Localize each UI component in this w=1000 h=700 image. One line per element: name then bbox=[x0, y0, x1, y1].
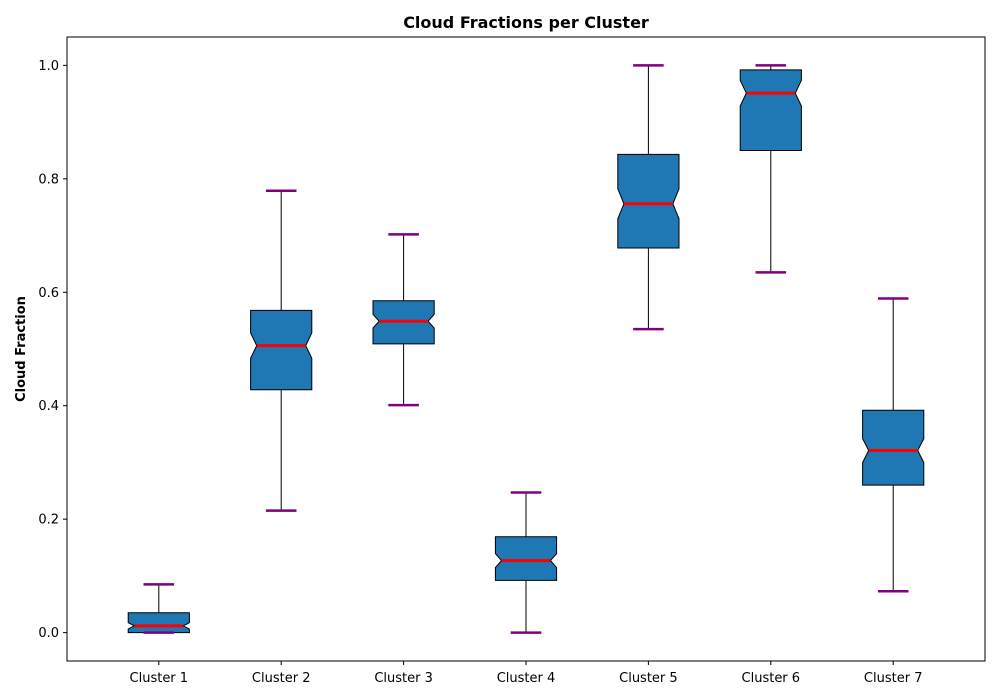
x-tick-label: Cluster 3 bbox=[374, 671, 433, 686]
x-tick-label: Cluster 7 bbox=[864, 671, 923, 686]
box-3: Cluster 3 bbox=[372, 233, 435, 686]
box-2: Cluster 2 bbox=[250, 189, 313, 686]
x-tick-label: Cluster 1 bbox=[130, 671, 189, 686]
notched-box bbox=[127, 612, 190, 634]
plot-area: 0.0 0.2 0.4 0.6 0.8 1.0 Cluster 1 Cluster 2 Clus… bbox=[38, 36, 986, 686]
x-tick-label: Cluster 5 bbox=[619, 671, 678, 686]
box-6: Cluster 6 bbox=[739, 64, 802, 686]
x-tick-label: Cluster 2 bbox=[252, 671, 311, 686]
y-tick-label: 0.2 bbox=[38, 513, 59, 528]
y-tick-label: 0.8 bbox=[38, 172, 59, 187]
notched-box bbox=[494, 536, 558, 581]
box-4: Cluster 4 bbox=[494, 491, 558, 686]
x-tick-label: Cluster 6 bbox=[742, 671, 801, 686]
notched-box bbox=[617, 153, 680, 249]
y-tick-label: 0.6 bbox=[38, 286, 59, 301]
x-tick-label: Cluster 4 bbox=[497, 671, 556, 686]
box-5: Cluster 5 bbox=[617, 64, 680, 686]
notched-box bbox=[862, 409, 925, 486]
y-tick-label: 0.4 bbox=[38, 399, 59, 414]
y-tick-label: 1.0 bbox=[38, 59, 59, 74]
y-axis-label: Cloud Fraction bbox=[14, 296, 29, 402]
notched-box bbox=[250, 309, 313, 391]
y-tick-label: 0.0 bbox=[38, 626, 59, 641]
box-7: Cluster 7 bbox=[862, 297, 925, 686]
notched-box bbox=[739, 69, 802, 151]
box-1: Cluster 1 bbox=[127, 583, 190, 686]
chart-title: Cloud Fractions per Cluster bbox=[403, 13, 649, 32]
